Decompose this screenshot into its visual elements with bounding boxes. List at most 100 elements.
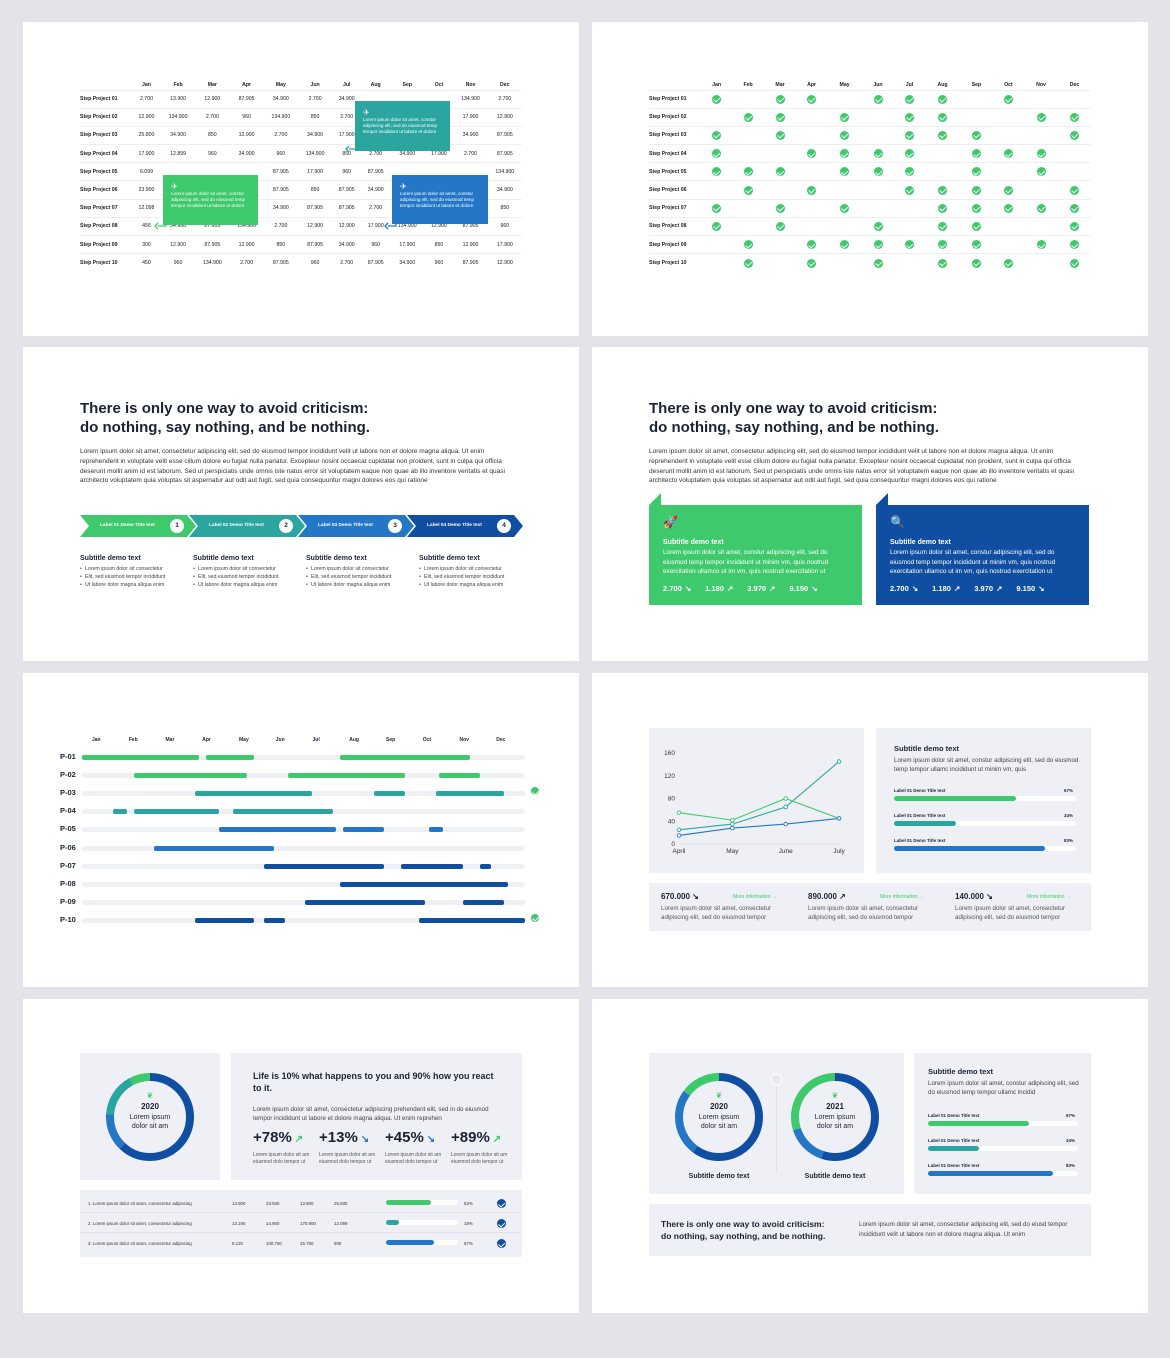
progress-fill bbox=[928, 1146, 979, 1151]
gantt-bar[interactable] bbox=[264, 863, 385, 869]
table-row: Step Project 08 bbox=[649, 216, 1091, 236]
gantt-bar[interactable] bbox=[305, 899, 426, 905]
table-cell bbox=[893, 89, 926, 109]
check-icon bbox=[775, 130, 785, 140]
table-cell: 12.900 bbox=[297, 216, 333, 236]
more-info-link[interactable]: More information → bbox=[880, 894, 924, 900]
gantt-bar[interactable] bbox=[342, 827, 385, 833]
check-icon bbox=[905, 130, 915, 140]
table-cell bbox=[827, 144, 863, 163]
table-cell bbox=[1024, 216, 1058, 236]
more-info-link[interactable]: More information → bbox=[733, 894, 777, 900]
stats-paragraph: Lorem ipsum dolor sit amet, consectetur … bbox=[253, 1106, 489, 1123]
table-cell bbox=[992, 89, 1025, 109]
title-line-2: do nothing, say nothing, and be nothing. bbox=[649, 419, 939, 437]
slide-title: There is only one way to avoid criticism… bbox=[649, 399, 1089, 437]
gantt-bar[interactable] bbox=[195, 917, 254, 923]
table-row: Step Project 10 bbox=[649, 253, 1091, 272]
blue-callout: ✈ Lorem ipsum dolor sit amet, constur ad… bbox=[392, 175, 488, 224]
data-point bbox=[676, 810, 682, 815]
stat-value: +13% ↘ bbox=[319, 1129, 369, 1146]
gantt-bar[interactable] bbox=[133, 809, 220, 815]
table-cell bbox=[1057, 234, 1091, 254]
table-cell bbox=[893, 198, 926, 218]
bullet-list: Lorem ipsum dolor sit consecteturElit, s… bbox=[193, 565, 298, 589]
table-cell: 908 bbox=[334, 1241, 342, 1246]
table-cell: 170.900 bbox=[300, 1221, 316, 1226]
table-cell: 23.900 bbox=[132, 180, 161, 200]
gantt-bar[interactable] bbox=[288, 773, 405, 779]
gantt-bar[interactable] bbox=[133, 773, 247, 779]
gantt-bar[interactable] bbox=[205, 755, 254, 760]
donut-text: dolor sit am bbox=[700, 1123, 738, 1131]
chart-panel: 0 40 80 120 160 April May June July bbox=[649, 728, 864, 873]
check-icon bbox=[1069, 258, 1079, 268]
table-cell: 87.905 bbox=[487, 125, 522, 145]
progress-track bbox=[894, 821, 1076, 826]
slide-title: There is only one way to avoid criticism… bbox=[80, 399, 520, 437]
table-cell bbox=[960, 180, 993, 200]
table-cell: 87.905 bbox=[361, 162, 391, 181]
gantt-bar[interactable] bbox=[195, 791, 313, 797]
donut-segment bbox=[675, 1073, 763, 1161]
row-label: Step Project 04 bbox=[649, 144, 701, 163]
intro-paragraph: Lorem ipsum dolor sit amet, consectetur … bbox=[80, 448, 505, 485]
more-info-link[interactable]: More information → bbox=[1027, 894, 1071, 900]
gantt-bar[interactable] bbox=[401, 863, 464, 869]
gantt-bar[interactable] bbox=[219, 827, 337, 833]
check-icon bbox=[971, 149, 981, 159]
table-cell: 17.900 bbox=[390, 234, 425, 254]
bullet-list: Lorem ipsum dolor sit consecteturElit, s… bbox=[80, 565, 185, 589]
check-icon bbox=[971, 167, 981, 177]
donut-segment bbox=[791, 1073, 879, 1161]
table-cell bbox=[1057, 180, 1091, 200]
step-column: Subtitle demo text Lorem ipsum dolor sit … bbox=[80, 555, 185, 589]
plane-icon: ✈ bbox=[400, 182, 407, 191]
progress-value: 67% bbox=[1066, 1113, 1076, 1118]
step-label: Label 03 Demo Title text bbox=[318, 523, 373, 528]
check-icon bbox=[775, 112, 785, 122]
gantt-bar[interactable] bbox=[418, 917, 525, 923]
bullet-list: Lorem ipsum dolor sit consecteturElit, s… bbox=[306, 565, 411, 589]
y-tick-label: 120 bbox=[664, 773, 675, 780]
table-cell bbox=[732, 216, 765, 236]
table-cell: 87.905 bbox=[453, 253, 488, 272]
gantt-bar[interactable] bbox=[264, 917, 285, 923]
slide-donut-stats: ❦ 2020 Lorem ipsum dolor sit am Life is … bbox=[23, 999, 579, 1313]
check-icon bbox=[743, 258, 753, 268]
gantt-bar[interactable] bbox=[435, 791, 505, 797]
table-cell: 87.905 bbox=[263, 162, 298, 181]
bullet-item: Ut labore dolor magna aliqua enim bbox=[193, 581, 298, 589]
gantt-bar[interactable] bbox=[82, 755, 199, 760]
table-cell bbox=[732, 125, 765, 145]
progress-fill bbox=[386, 1220, 399, 1225]
month-header: Apr bbox=[807, 81, 817, 88]
table-cell bbox=[796, 180, 828, 200]
gantt-bar[interactable] bbox=[428, 827, 443, 833]
table-cell bbox=[1057, 89, 1091, 109]
gantt-track bbox=[82, 809, 525, 815]
gantt-bar[interactable] bbox=[373, 791, 405, 797]
gantt-bar[interactable] bbox=[463, 899, 505, 905]
green-callout: ✈ Lorem ipsum dolor sit amet, constur ad… bbox=[163, 175, 258, 225]
table-cell bbox=[701, 253, 733, 272]
gantt-bar[interactable] bbox=[112, 809, 127, 815]
table-cell bbox=[732, 180, 765, 200]
gantt-bar[interactable] bbox=[480, 863, 491, 869]
check-icon bbox=[1036, 112, 1046, 122]
donut-chart-2021 bbox=[791, 1073, 879, 1161]
gantt-bar[interactable] bbox=[154, 845, 275, 851]
table-cell bbox=[925, 162, 960, 181]
x-tick-label: April bbox=[672, 848, 686, 855]
check-icon bbox=[905, 240, 915, 250]
month-header: May bbox=[839, 81, 850, 88]
table-cell bbox=[827, 89, 863, 109]
gantt-bar[interactable] bbox=[439, 773, 481, 779]
gantt-bar[interactable] bbox=[339, 881, 508, 887]
x-tick-label: May bbox=[726, 848, 739, 855]
gantt-bar[interactable] bbox=[233, 809, 333, 815]
month-header: Apr bbox=[242, 81, 252, 88]
month-header: Sep bbox=[386, 737, 396, 743]
trend-arrow-icon: ↘ bbox=[360, 1134, 370, 1145]
gantt-bar[interactable] bbox=[339, 755, 471, 760]
